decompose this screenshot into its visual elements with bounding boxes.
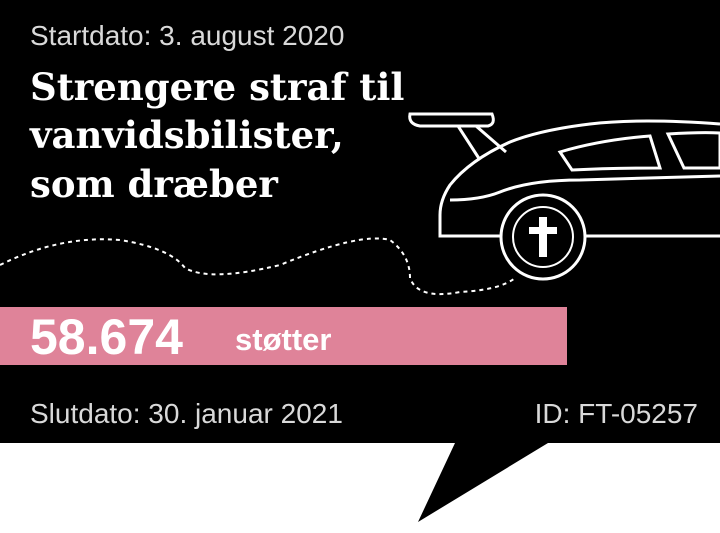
supporters-label: støtter <box>235 322 331 357</box>
title-line: Strengere straf til <box>30 65 404 109</box>
supporters-count: 58.674 <box>30 309 183 365</box>
end-date: Slutdato: 30. januar 2021 <box>30 398 343 429</box>
petition-id: ID: FT-05257 <box>535 398 698 429</box>
start-date: Startdato: 3. august 2020 <box>30 20 344 51</box>
car-illustration <box>408 112 720 281</box>
dashed-trail <box>0 237 516 296</box>
title-line: som dræber <box>30 162 278 206</box>
title-line: vanvidsbilister, <box>29 113 344 157</box>
speech-bubble <box>0 0 720 522</box>
supporters-bar <box>0 307 567 365</box>
cross-icon <box>529 217 557 257</box>
